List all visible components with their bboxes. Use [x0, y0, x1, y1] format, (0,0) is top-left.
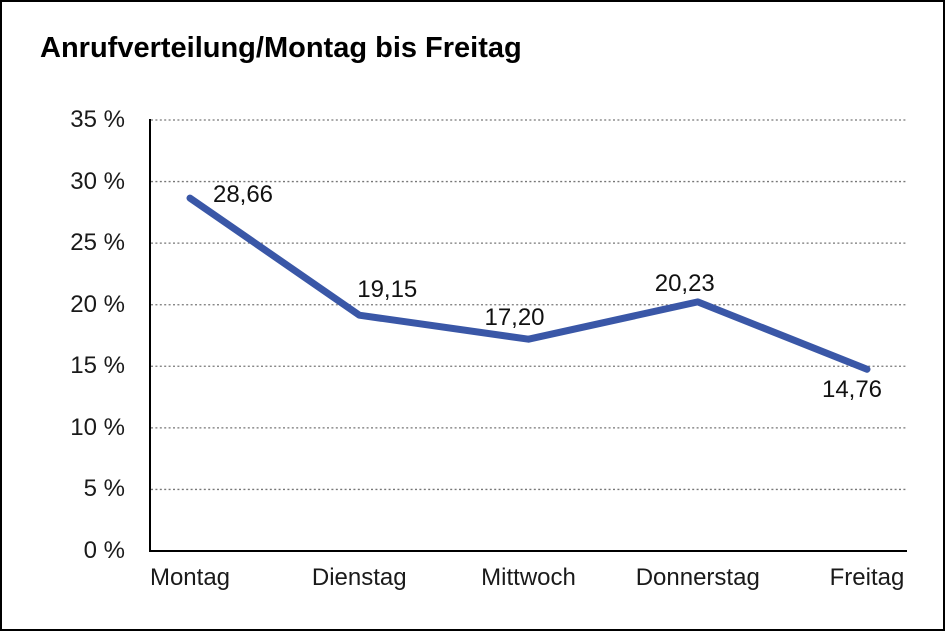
- y-tick-label: 20 %: [70, 290, 125, 318]
- data-point-label: 17,20: [484, 304, 545, 332]
- data-point-label: 28,66: [212, 181, 274, 209]
- x-category-label: Freitag: [829, 564, 905, 591]
- x-category-label: Mittwoch: [481, 564, 576, 591]
- x-category-label: Montag: [149, 564, 231, 591]
- series-line: [186, 194, 871, 373]
- y-tick-label: 5 %: [83, 475, 125, 503]
- y-tick-label: 0 %: [83, 537, 125, 564]
- y-tick-label: 35 %: [70, 106, 125, 133]
- y-tick-label: 30 %: [70, 167, 125, 195]
- data-point-label: 14,76: [821, 376, 883, 404]
- chart-title: Anrufverteilung/Montag bis Freitag: [40, 32, 522, 64]
- y-tick-label: 10 %: [70, 413, 125, 441]
- data-point-label: 19,15: [357, 276, 418, 304]
- y-tick-label: 25 %: [70, 229, 125, 257]
- y-tick-label: 15 %: [70, 352, 125, 380]
- data-point-label: 20,23: [654, 269, 715, 297]
- x-category-label: Dienstag: [311, 564, 407, 591]
- x-category-label: Donnerstag: [635, 564, 760, 591]
